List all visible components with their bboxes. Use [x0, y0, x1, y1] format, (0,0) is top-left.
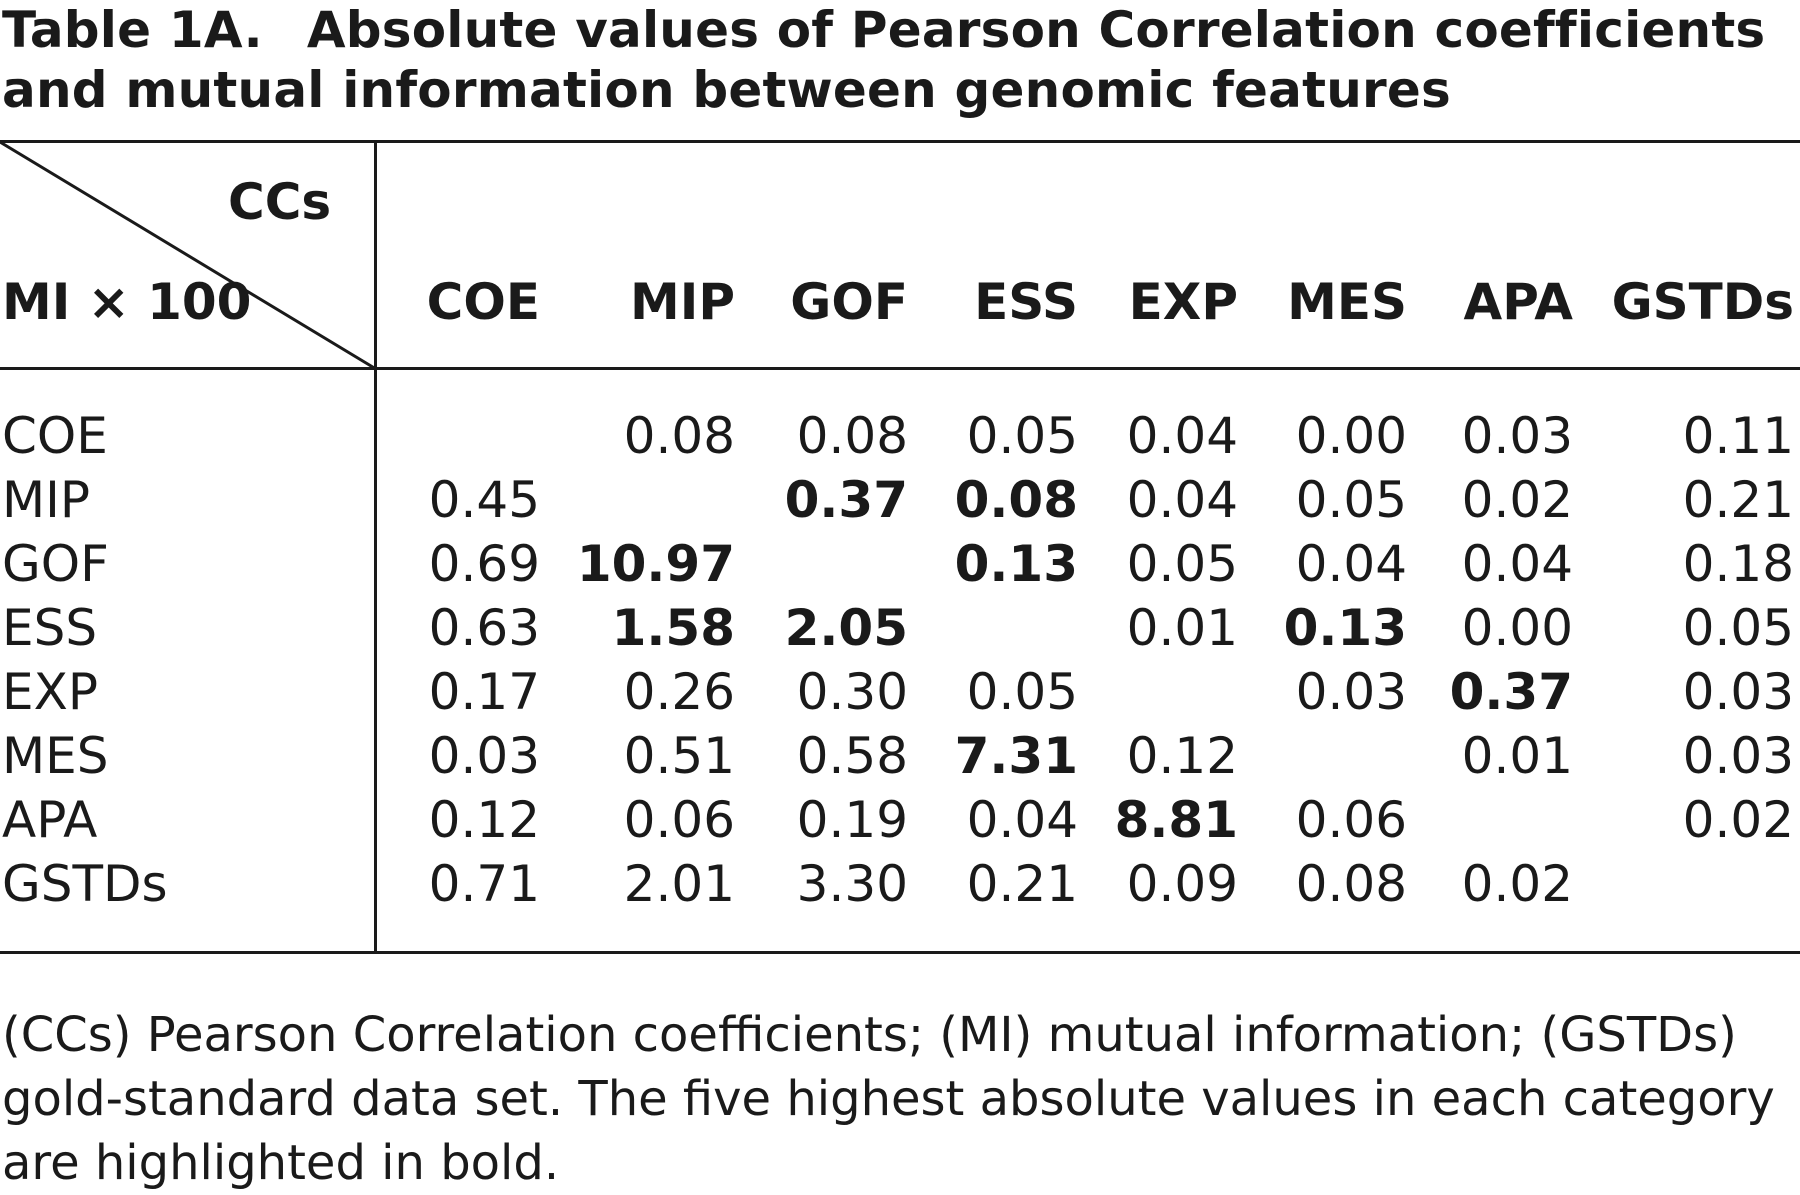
table-cell: 0.02: [1461, 471, 1573, 529]
table-cell: 0.58: [796, 727, 908, 785]
table-cell: 0.00: [1295, 407, 1407, 465]
row-header: GSTDs: [2, 855, 168, 913]
table-cell: 0.03: [1682, 663, 1794, 721]
table-cell: 0.17: [428, 663, 540, 721]
table-cell: 0.26: [623, 663, 735, 721]
column-header: MES: [1287, 273, 1407, 331]
column-header: EXP: [1128, 273, 1238, 331]
table-cell: 0.06: [623, 791, 735, 849]
table-cell: 0.05: [1295, 471, 1407, 529]
table-cell: 0.02: [1682, 791, 1794, 849]
stub-diagonal-line: [0, 140, 377, 371]
stub-header-ccs: CCs: [228, 173, 332, 231]
column-header: MIP: [629, 273, 735, 331]
table-footnote: (CCs) Pearson Correlation coefficients; …: [2, 1007, 1775, 1191]
table-cell: 0.03: [1295, 663, 1407, 721]
column-header: APA: [1463, 273, 1573, 331]
table-title: Absolute values of Pearson Correlation c…: [2, 1, 1766, 119]
table-cell: 2.01: [623, 855, 735, 913]
table-cell: 0.04: [1126, 407, 1238, 465]
table-cell: 0.05: [966, 407, 1078, 465]
table-cell: 3.30: [796, 855, 908, 913]
table-cell: 10.97: [576, 535, 735, 593]
table-cell: 0.08: [954, 471, 1078, 529]
table-bottom-rule: [0, 951, 1800, 954]
table-cell: 0.01: [1461, 727, 1573, 785]
table-cell: 0.04: [1295, 535, 1407, 593]
table-cell: 0.03: [428, 727, 540, 785]
table-cell: 0.09: [1126, 855, 1238, 913]
row-header: ESS: [2, 599, 98, 657]
table-cell: 0.02: [1461, 855, 1573, 913]
table-caption: Table 1A. Absolute values of Pearson Corr…: [2, 0, 1798, 120]
column-header: GSTDs: [1611, 273, 1794, 331]
table-cell: 0.12: [428, 791, 540, 849]
table-cell: 0.37: [784, 471, 908, 529]
table-cell: 8.81: [1114, 791, 1238, 849]
table-cell: 0.30: [796, 663, 908, 721]
table-cell: 0.03: [1682, 727, 1794, 785]
table-cell: 1.58: [611, 599, 735, 657]
table-cell: 0.13: [954, 535, 1078, 593]
table-cell: 0.18: [1682, 535, 1794, 593]
table-cell: 0.04: [1126, 471, 1238, 529]
table-cell: 0.69: [428, 535, 540, 593]
table-cell: 7.31: [954, 727, 1078, 785]
table-cell: 0.06: [1295, 791, 1407, 849]
table-cell: 0.11: [1682, 407, 1794, 465]
table-cell: 0.08: [796, 407, 908, 465]
header-bottom-rule: [0, 367, 1800, 370]
table-cell: 0.37: [1449, 663, 1573, 721]
table-cell: 2.05: [784, 599, 908, 657]
column-header: COE: [426, 273, 540, 331]
table-label: Table 1A.: [2, 1, 263, 59]
table-cell: 0.51: [623, 727, 735, 785]
row-header: MIP: [2, 471, 91, 529]
row-header: MES: [2, 727, 109, 785]
stub-column-rule: [374, 140, 377, 953]
table-cell: 0.00: [1461, 599, 1573, 657]
table-cell: 0.01: [1126, 599, 1238, 657]
column-header: ESS: [974, 273, 1078, 331]
column-header: GOF: [790, 273, 908, 331]
table-cell: 0.19: [796, 791, 908, 849]
table-cell: 0.21: [966, 855, 1078, 913]
table-cell: 0.05: [1126, 535, 1238, 593]
row-header: GOF: [2, 535, 109, 593]
table-cell: 0.08: [623, 407, 735, 465]
row-header: APA: [2, 791, 98, 849]
row-header: COE: [2, 407, 108, 465]
stub-header-mi: MI × 100: [2, 273, 252, 331]
table-cell: 0.08: [1295, 855, 1407, 913]
table-cell: 0.21: [1682, 471, 1794, 529]
table-cell: 0.63: [428, 599, 540, 657]
table-top-rule: [0, 140, 1800, 143]
table-cell: 0.03: [1461, 407, 1573, 465]
table-cell: 0.71: [428, 855, 540, 913]
table-cell: 0.12: [1126, 727, 1238, 785]
table-cell: 0.45: [428, 471, 540, 529]
table-cell: 0.13: [1283, 599, 1407, 657]
table-cell: 0.04: [1461, 535, 1573, 593]
table-cell: 0.05: [1682, 599, 1794, 657]
table-cell: 0.05: [966, 663, 1078, 721]
row-header: EXP: [2, 663, 98, 721]
table-cell: 0.04: [966, 791, 1078, 849]
